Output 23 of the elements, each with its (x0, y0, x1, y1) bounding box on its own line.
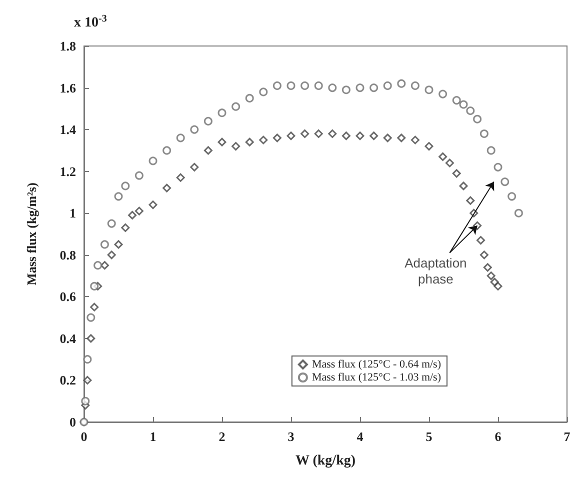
y-tick-label: 1.4 (60, 122, 76, 138)
y-axis-title: Mass flux (kg/m²s) (24, 182, 39, 286)
y-tick-label: 1.8 (60, 38, 76, 54)
y-tick-label: 0 (70, 414, 76, 430)
y-tick-label: 1 (70, 206, 76, 221)
y-tick-label: 1.2 (60, 164, 76, 179)
x-tick-label: 4 (356, 429, 364, 444)
x-tick-label: 5 (426, 429, 433, 444)
legend-label: Mass flux (125°C - 1.03 m/s) (312, 372, 442, 384)
x-tick-label: 2 (218, 429, 226, 444)
x-tick-label: 7 (564, 429, 571, 444)
y-tick-label: 0.6 (60, 289, 76, 304)
x-axis-title: W (kg/kg) (295, 454, 356, 468)
y-tick-label: 0.4 (60, 330, 76, 346)
legend-label: Mass flux (125°C - 0.64 m/s) (312, 358, 442, 370)
y-tick-label: 0.2 (60, 372, 76, 388)
x-tick-label: 1 (150, 429, 156, 444)
x-tick-label: 3 (288, 429, 295, 444)
x-tick-label: 0 (80, 429, 88, 444)
y-tick-label: 1.6 (60, 80, 76, 96)
x-tick-label: 6 (494, 429, 502, 444)
annotation: Adaptation phase (404, 255, 467, 286)
y-tick-label: 0.8 (60, 247, 76, 262)
